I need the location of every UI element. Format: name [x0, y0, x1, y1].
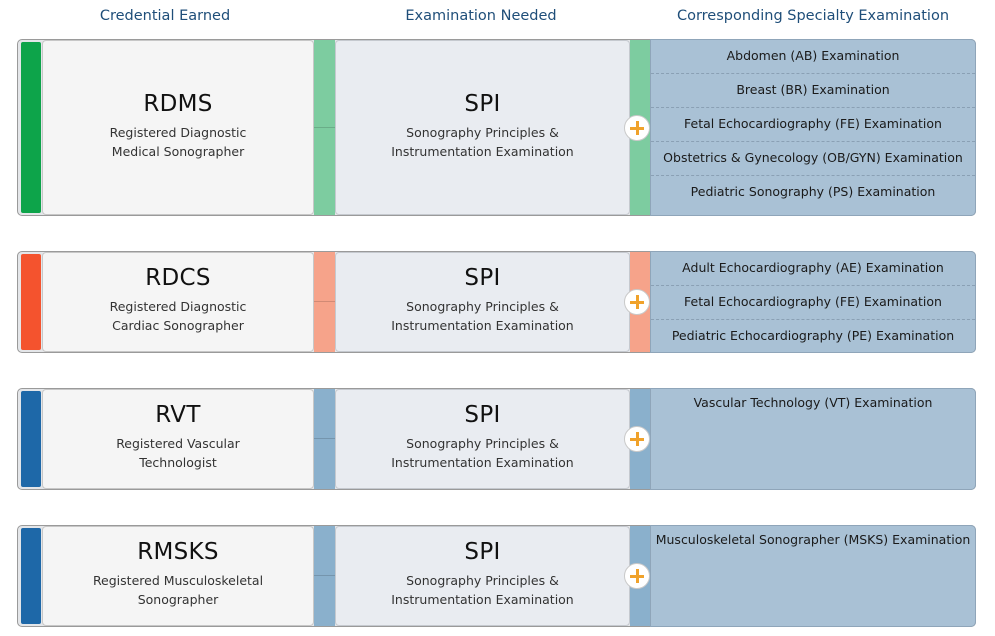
specialty-item: Adult Echocardiography (AE) Examination [651, 252, 975, 286]
specialty-item: Musculoskeletal Sonographer (MSKS) Exami… [655, 532, 971, 547]
specialty-item: Breast (BR) Examination [651, 74, 975, 108]
specialty-list: Adult Echocardiography (AE) Examination F… [650, 251, 976, 353]
connector-left [314, 389, 335, 489]
connector-left [314, 526, 335, 626]
specialty-item: Pediatric Sonography (PS) Examination [690, 184, 936, 199]
credential-abbr: RMSKS [137, 539, 219, 565]
exam-name-line2: Instrumentation Examination [391, 144, 574, 159]
credential-name-line2: Sonographer [137, 592, 219, 607]
plus-icon [624, 289, 650, 315]
credential-card: RVT Registered Vascular Technologist [42, 389, 314, 489]
header-credential: Credential Earned [99, 8, 231, 24]
credential-name-line1: Registered Diagnostic [109, 299, 247, 314]
exam-abbr: SPI [464, 402, 501, 428]
credential-card: RDCS Registered Diagnostic Cardiac Sonog… [42, 252, 314, 352]
credential-name-line2: Technologist [139, 455, 217, 470]
credential-name-line1: Registered Vascular [116, 436, 240, 451]
specialty-list: Abdomen (AB) Examination Breast (BR) Exam… [650, 39, 976, 216]
credential-row: RVT Registered Vascular Technologist SPI… [17, 388, 976, 490]
exam-card: SPI Sonography Principles & Instrumentat… [335, 252, 630, 352]
connector-left [314, 252, 335, 352]
specialty-item: Vascular Technology (VT) Examination [693, 395, 933, 410]
credential-abbr: RVT [155, 402, 201, 428]
credential-accent-bar [21, 254, 41, 350]
credential-card: RDMS Registered Diagnostic Medical Sonog… [42, 40, 314, 215]
connector-left [314, 40, 335, 215]
exam-abbr: SPI [464, 91, 501, 117]
credential-accent-bar [21, 391, 41, 487]
credential-row: RDMS Registered Diagnostic Medical Sonog… [17, 39, 976, 216]
exam-card: SPI Sonography Principles & Instrumentat… [335, 40, 630, 215]
exam-card: SPI Sonography Principles & Instrumentat… [335, 389, 630, 489]
plus-icon [624, 426, 650, 452]
credential-accent-bar [21, 42, 41, 213]
credential-accent-bar [21, 528, 41, 624]
credential-name-line1: Registered Diagnostic [109, 125, 247, 140]
exam-name-line1: Sonography Principles & [406, 299, 559, 314]
credential-row: RMSKS Registered Musculoskeletal Sonogra… [17, 525, 976, 627]
credential-abbr: RDCS [145, 265, 211, 291]
credential-name-line2: Cardiac Sonographer [112, 318, 244, 333]
specialty-item: Fetal Echocardiography (FE) Examination [651, 286, 975, 320]
credential-abbr: RDMS [143, 91, 213, 117]
specialty-list: Musculoskeletal Sonographer (MSKS) Exami… [650, 525, 976, 627]
credential-row: RDCS Registered Diagnostic Cardiac Sonog… [17, 251, 976, 353]
plus-icon [624, 115, 650, 141]
exam-name-line1: Sonography Principles & [406, 125, 559, 140]
exam-card: SPI Sonography Principles & Instrumentat… [335, 526, 630, 626]
exam-abbr: SPI [464, 539, 501, 565]
specialty-item: Abdomen (AB) Examination [651, 40, 975, 74]
exam-name-line2: Instrumentation Examination [391, 318, 574, 333]
header-exam: Examination Needed [405, 8, 557, 24]
credential-card: RMSKS Registered Musculoskeletal Sonogra… [42, 526, 314, 626]
exam-name-line2: Instrumentation Examination [391, 455, 574, 470]
specialty-item: Obstetrics & Gynecology (OB/GYN) Examina… [651, 142, 975, 176]
plus-icon [624, 563, 650, 589]
credential-name-line2: Medical Sonographer [111, 144, 245, 159]
specialty-list: Vascular Technology (VT) Examination [650, 388, 976, 490]
exam-name-line1: Sonography Principles & [406, 436, 559, 451]
exam-abbr: SPI [464, 265, 501, 291]
exam-name-line2: Instrumentation Examination [391, 592, 574, 607]
exam-name-line1: Sonography Principles & [406, 573, 559, 588]
specialty-item: Fetal Echocardiography (FE) Examination [651, 108, 975, 142]
header-specialty: Corresponding Specialty Examination [676, 8, 950, 24]
credential-name-line1: Registered Musculoskeletal [92, 573, 264, 588]
specialty-item: Pediatric Echocardiography (PE) Examinat… [671, 328, 955, 343]
